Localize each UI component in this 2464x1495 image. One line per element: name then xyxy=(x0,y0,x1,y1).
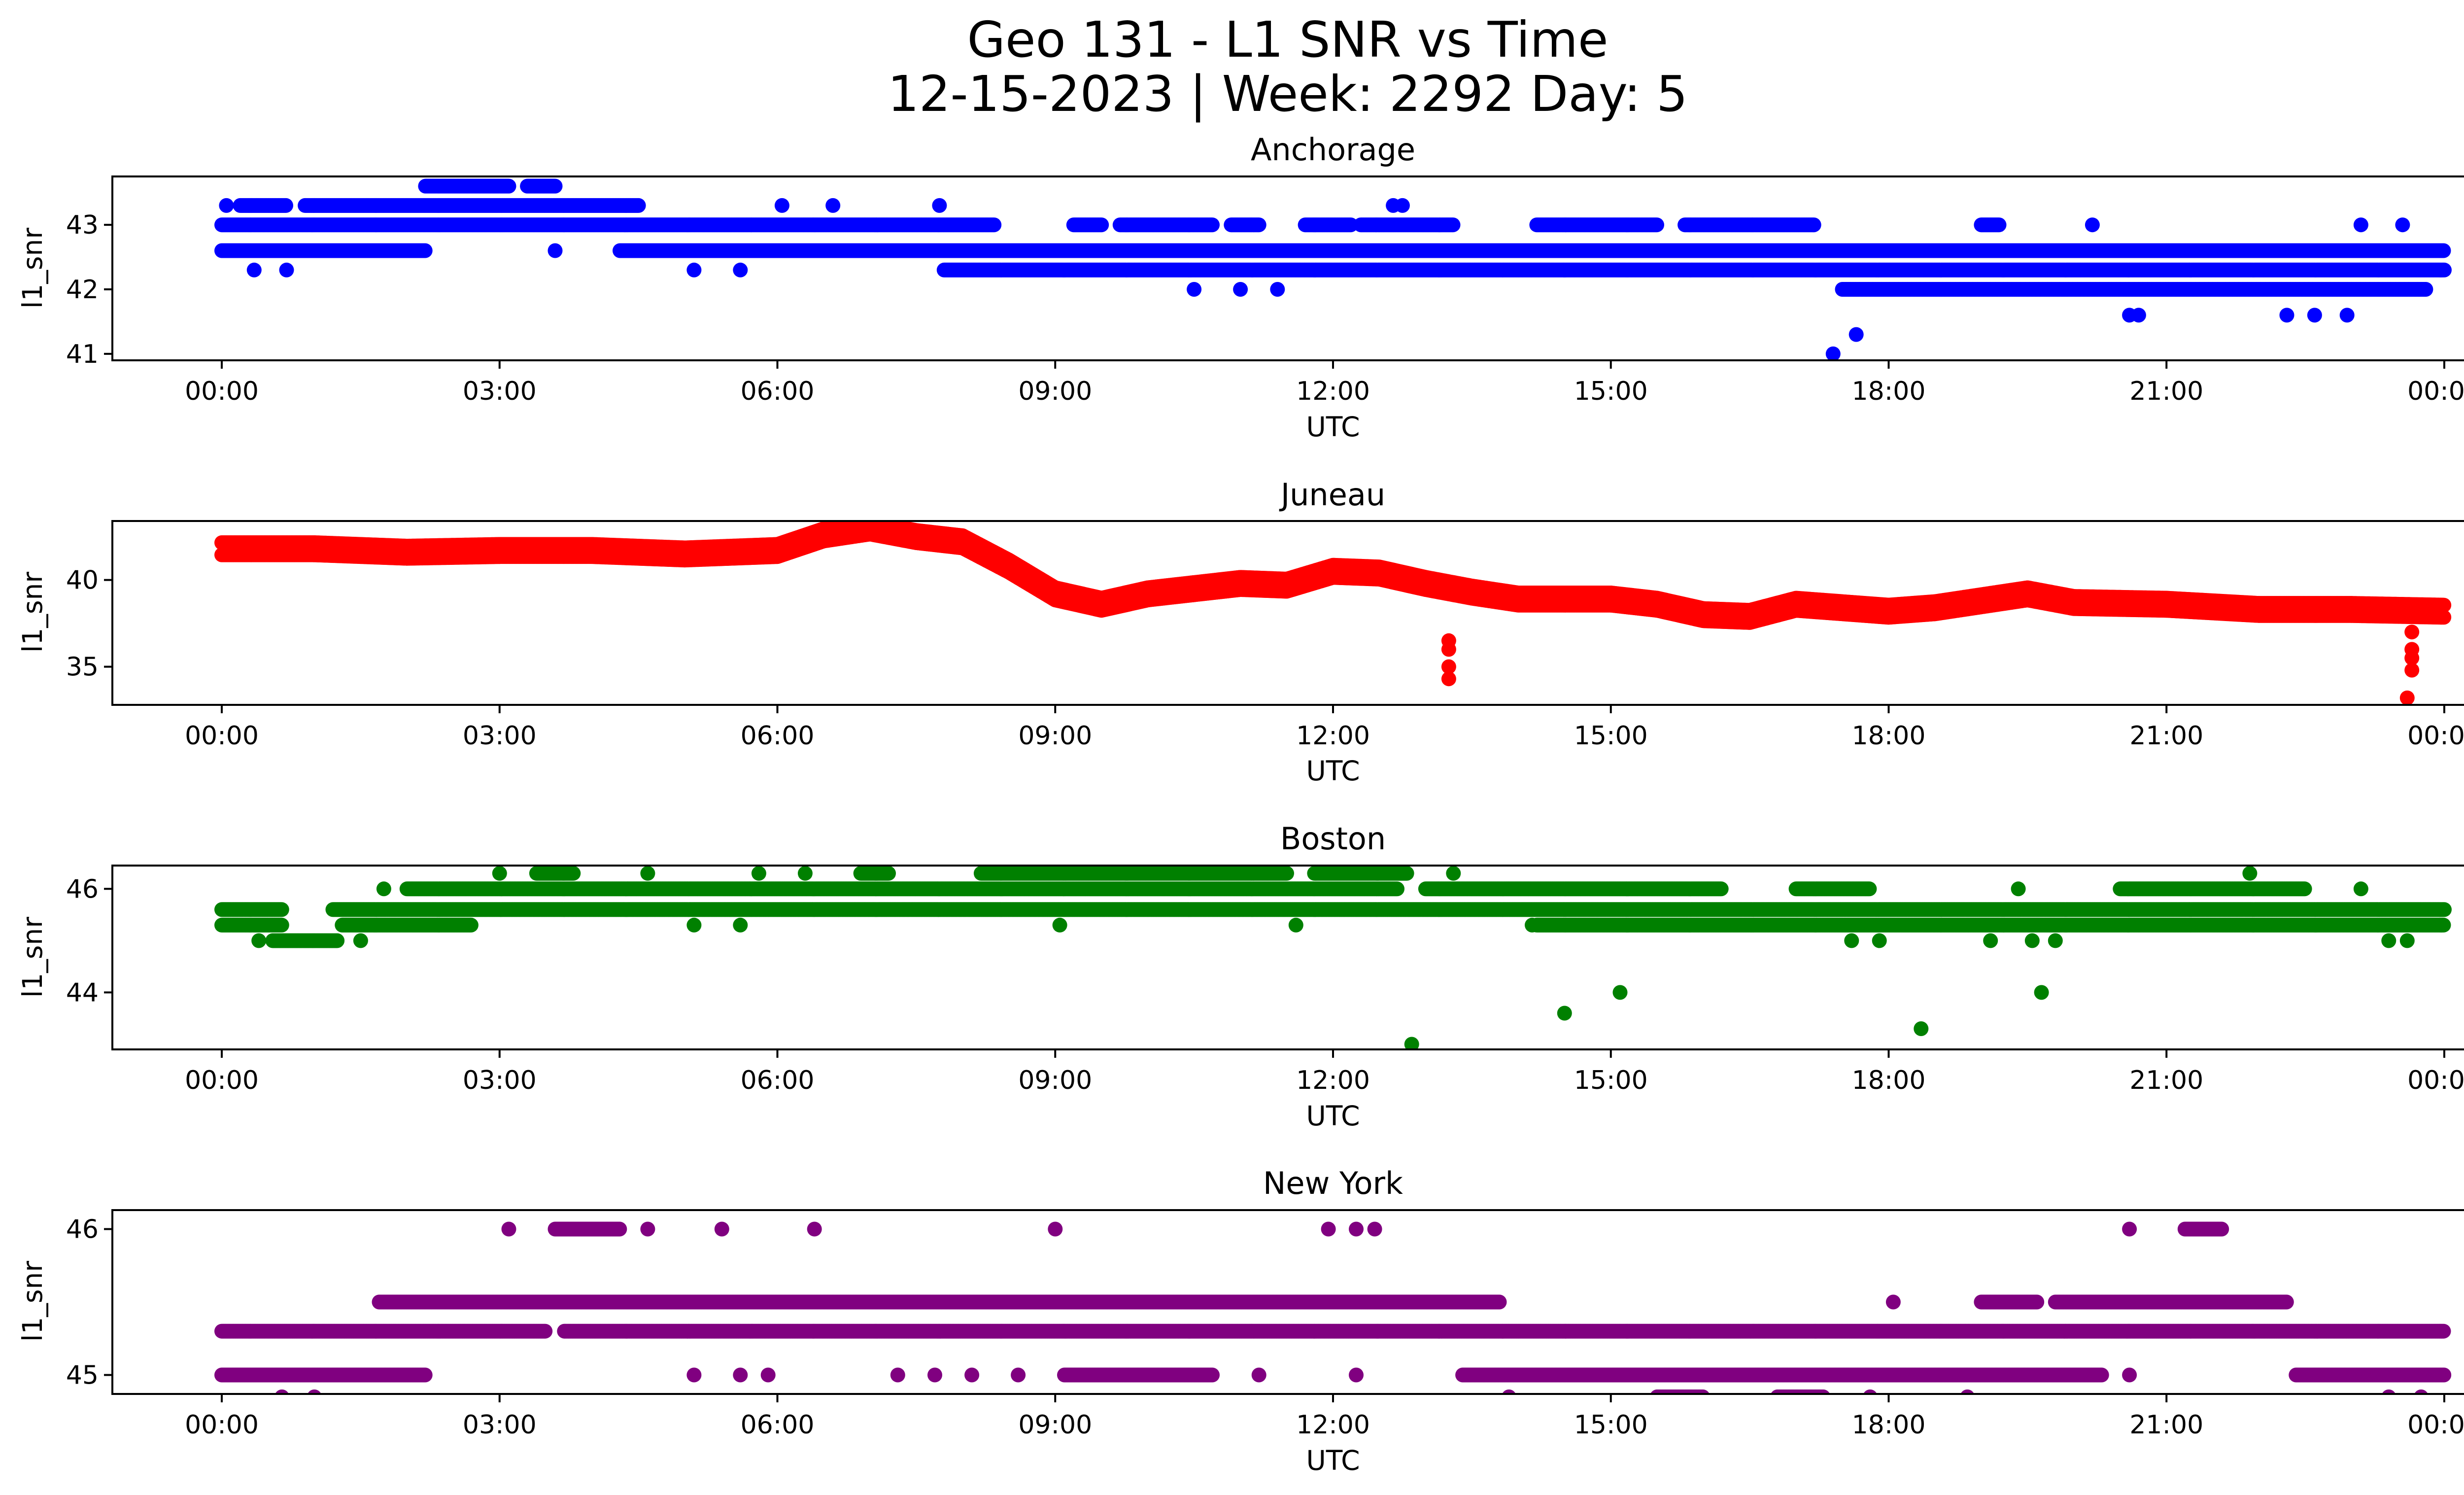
data-point xyxy=(1806,217,1821,233)
subplot-title: Anchorage xyxy=(1251,132,1415,168)
data-point xyxy=(987,217,1002,233)
data-point xyxy=(548,178,563,194)
figure-title-line1: Geo 131 - L1 SNR vs Time xyxy=(967,11,1608,69)
data-point xyxy=(1205,217,1220,233)
data-point xyxy=(1649,217,1664,233)
data-point xyxy=(2436,243,2451,258)
data-point xyxy=(1094,217,1109,233)
figure-title-line2: 12-15-2023 | Week: 2292 Day: 5 xyxy=(888,65,1687,123)
data-point xyxy=(2437,262,2452,278)
data-point xyxy=(278,198,293,213)
data-point xyxy=(1251,217,1266,233)
data-point xyxy=(417,243,433,258)
plot-area: 00:00 03:00 06:00 09:00 12:00 15:00 18:00 21:00… xyxy=(66,175,2464,406)
marker-group xyxy=(214,178,2452,360)
data-point xyxy=(1445,217,1461,233)
data-point xyxy=(631,198,646,213)
data-point xyxy=(501,178,516,194)
data-point xyxy=(1991,217,2007,233)
subplot-anchorage: Anchorage 00:00 03:00 06:00 09:00 12:00 15:00… xyxy=(17,132,2464,443)
